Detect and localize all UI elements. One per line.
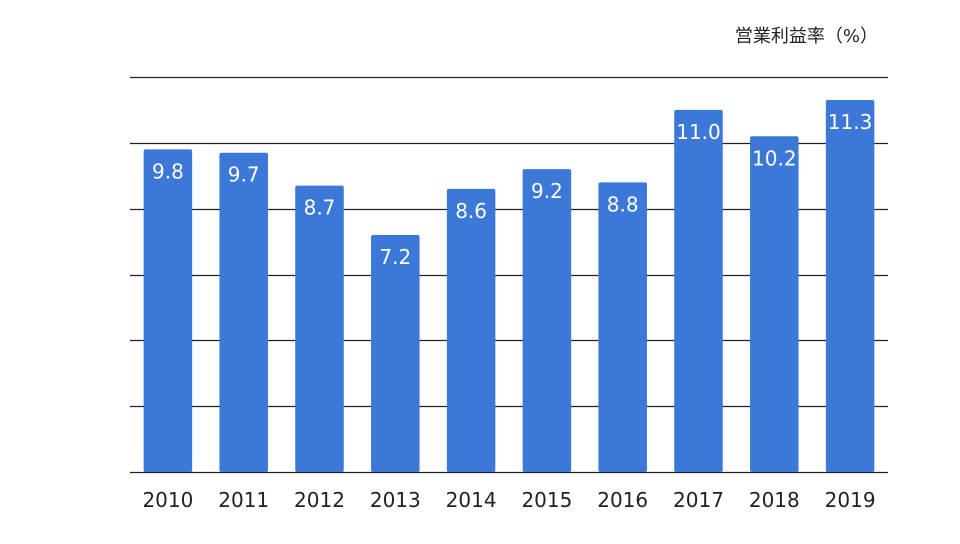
x-tick-label-2015: 2015	[521, 488, 572, 512]
bar-2015	[522, 169, 572, 472]
bar-2014	[446, 188, 496, 472]
x-tick-label-2016: 2016	[597, 488, 648, 512]
bar-2012	[295, 185, 344, 472]
data-label-2012: 8.7	[304, 196, 336, 220]
data-label-2013: 7.2	[379, 245, 411, 269]
bar-2018	[750, 136, 799, 472]
x-axis: 2010 2011 2012 2013 2014 2015 2016 2017 2018 2019	[142, 488, 875, 512]
data-label-2015: 9.2	[531, 179, 563, 203]
data-label-2016: 8.8	[607, 192, 639, 216]
bars	[143, 100, 875, 473]
data-label-2019: 11.3	[828, 110, 873, 134]
bar-2019	[825, 100, 875, 473]
bar-2013	[371, 235, 420, 472]
y-axis-unit-label: 営業利益率（%）	[734, 26, 878, 47]
x-tick-label-2018: 2018	[749, 488, 800, 512]
data-labels: 9.8 9.7 8.7 7.2 8.6 9.2 8.8 11.0 10.2 11.3	[152, 110, 872, 269]
x-tick-label-2012: 2012	[294, 488, 345, 512]
x-tick-label-2013: 2013	[370, 488, 421, 512]
bar-2016	[598, 182, 647, 473]
data-label-2010: 9.8	[152, 159, 184, 183]
x-tick-label-2019: 2019	[825, 488, 876, 512]
bar-2010	[143, 149, 193, 472]
data-label-2018: 10.2	[752, 146, 797, 170]
bar-2017	[674, 109, 723, 473]
x-tick-label-2017: 2017	[673, 488, 724, 512]
x-tick-label-2014: 2014	[446, 488, 497, 512]
x-tick-label-2010: 2010	[142, 488, 193, 512]
data-label-2014: 8.6	[455, 199, 487, 223]
data-label-2017: 11.0	[676, 120, 721, 144]
x-tick-label-2011: 2011	[218, 488, 269, 512]
data-label-2011: 9.7	[228, 163, 260, 187]
bar-2011	[219, 152, 268, 473]
